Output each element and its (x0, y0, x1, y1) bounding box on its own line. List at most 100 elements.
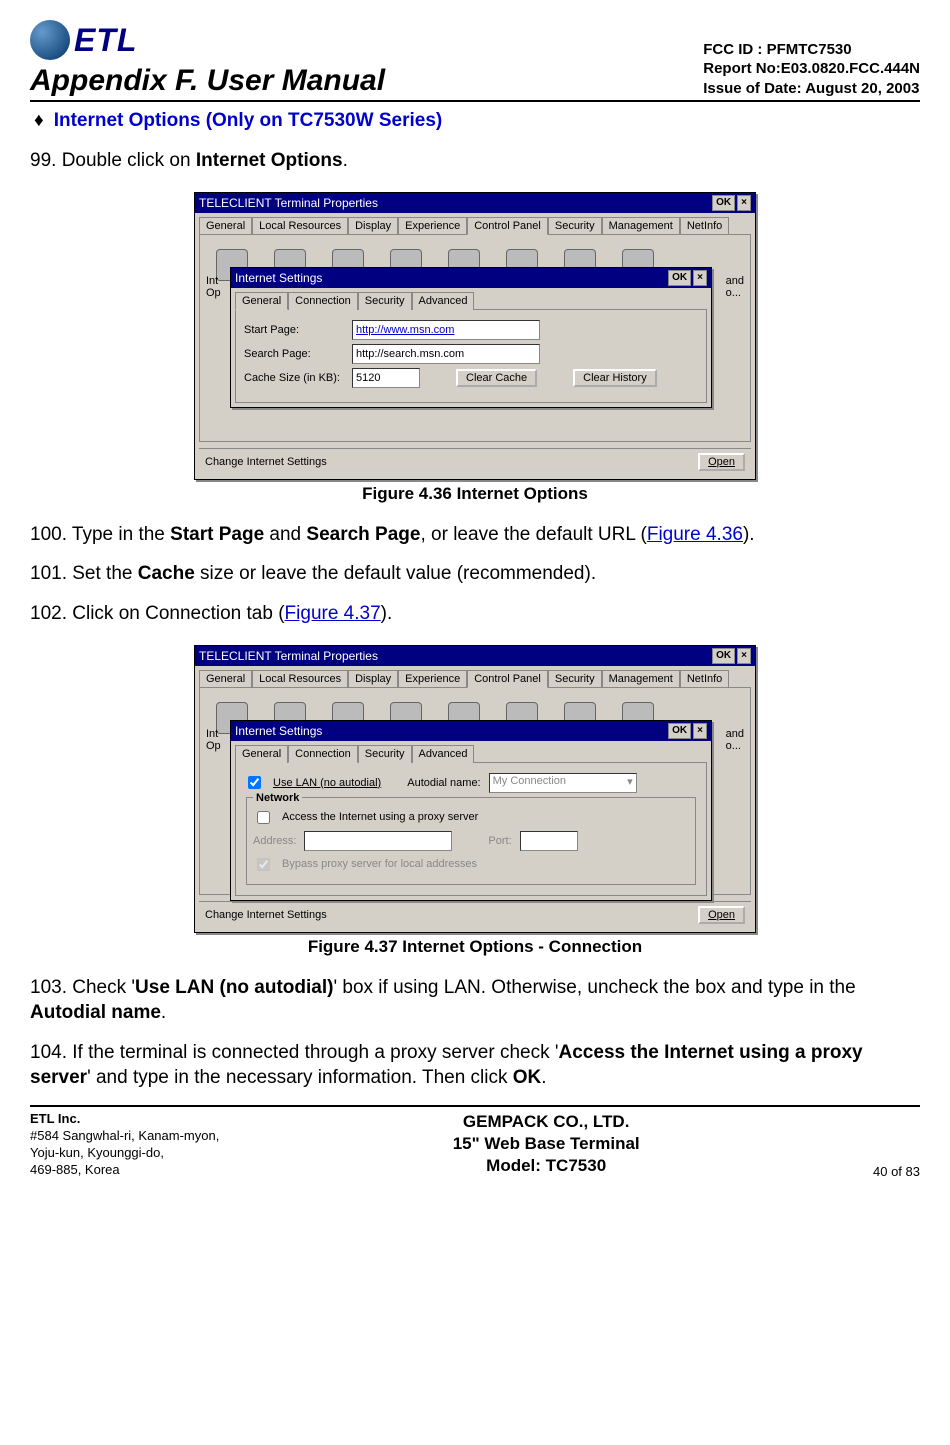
close-icon[interactable]: × (737, 195, 751, 211)
close-icon[interactable]: × (693, 723, 707, 739)
inner-titlebar: Internet Settings OK × (231, 721, 711, 741)
tab-security[interactable]: Security (548, 217, 602, 235)
tab-display[interactable]: Display (348, 670, 398, 688)
tab-control-panel[interactable]: Control Panel (467, 670, 548, 688)
step-104: 104. If the terminal is connected throug… (30, 1040, 920, 1091)
bypass-checkbox[interactable] (257, 858, 270, 871)
bullet-icon: ♦ (34, 110, 44, 131)
figure-4-37: TELECLIENT Terminal Properties OK × Gene… (194, 645, 756, 933)
inner-tabs: GeneralConnectionSecurityAdvanced (235, 745, 707, 763)
page-footer: ETL Inc. #584 Sangwhal-ri, Kanam-myon, Y… (30, 1105, 920, 1179)
footer-left: ETL Inc. #584 Sangwhal-ri, Kanam-myon, Y… (30, 1111, 219, 1179)
step-99: 99. Double click on Internet Options. (30, 148, 920, 174)
outer-tabs: GeneralLocal ResourcesDisplayExperienceC… (199, 217, 751, 235)
footer-center: GEMPACK CO., LTD. 15" Web Base Terminal … (453, 1111, 640, 1177)
report-no: Report No:E03.0820.FCC.444N (703, 59, 920, 79)
outer-title: TELECLIENT Terminal Properties (199, 196, 378, 210)
close-icon[interactable]: × (737, 648, 751, 664)
autodial-label: Autodial name: (407, 777, 480, 789)
tab-advanced[interactable]: Advanced (412, 745, 475, 763)
network-legend: Network (253, 792, 302, 804)
header-right: FCC ID : PFMTC7530 Report No:E03.0820.FC… (703, 40, 920, 99)
use-lan-checkbox[interactable] (248, 776, 261, 789)
page-header: ETL Appendix F. User Manual FCC ID : PFM… (30, 20, 920, 102)
outer-tabs: GeneralLocal ResourcesDisplayExperienceC… (199, 670, 751, 688)
logo: ETL (30, 20, 385, 60)
port-input[interactable] (520, 831, 578, 851)
address-input[interactable] (304, 831, 452, 851)
clear-cache-button[interactable]: Clear Cache (456, 369, 537, 387)
tab-netinfo[interactable]: NetInfo (680, 670, 729, 688)
start-page-label: Start Page: (244, 324, 344, 336)
open-button[interactable]: Open (698, 906, 745, 924)
step-100: 100. Type in the Start Page and Search P… (30, 522, 920, 548)
ok-button[interactable]: OK (712, 195, 735, 211)
start-page-input[interactable] (352, 320, 540, 340)
clear-history-button[interactable]: Clear History (573, 369, 657, 387)
tab-local-resources[interactable]: Local Resources (252, 217, 348, 235)
ok-button[interactable]: OK (668, 270, 691, 286)
inner-titlebar: Internet Settings OK × (231, 268, 711, 288)
header-left: ETL Appendix F. User Manual (30, 20, 385, 98)
proxy-label: Access the Internet using a proxy server (282, 811, 478, 823)
outer-title: TELECLIENT Terminal Properties (199, 649, 378, 663)
figure-4-37-caption: Figure 4.37 Internet Options - Connectio… (30, 937, 920, 957)
ok-button[interactable]: OK (712, 648, 735, 664)
fcc-id: FCC ID : PFMTC7530 (703, 40, 920, 60)
tab-connection[interactable]: Connection (288, 745, 358, 763)
tab-general[interactable]: General (199, 217, 252, 235)
status-bar: Change Internet Settings Open (199, 901, 751, 928)
tab-connection[interactable]: Connection (288, 292, 358, 310)
cache-label: Cache Size (in KB): (244, 372, 344, 384)
step-102: 102. Click on Connection tab (Figure 4.3… (30, 601, 920, 627)
step-103: 103. Check 'Use LAN (no autodial)' box i… (30, 975, 920, 1026)
clipped-text-right: and o... (726, 728, 744, 752)
tab-local-resources[interactable]: Local Resources (252, 670, 348, 688)
appendix-title: Appendix F. User Manual (30, 64, 385, 98)
outer-titlebar: TELECLIENT Terminal Properties OK × (195, 646, 755, 666)
figure-4-36: TELECLIENT Terminal Properties OK × Gene… (194, 192, 756, 480)
tab-general[interactable]: General (235, 745, 288, 763)
tab-management[interactable]: Management (602, 217, 680, 235)
tab-experience[interactable]: Experience (398, 217, 467, 235)
clipped-text-right: and o... (726, 275, 744, 299)
tab-security[interactable]: Security (358, 745, 412, 763)
tab-control-panel[interactable]: Control Panel (467, 217, 548, 235)
ok-button[interactable]: OK (668, 723, 691, 739)
proxy-checkbox[interactable] (257, 811, 270, 824)
globe-icon (30, 20, 70, 60)
issue-date: Issue of Date: August 20, 2003 (703, 79, 920, 99)
cache-input[interactable] (352, 368, 420, 388)
status-text: Change Internet Settings (205, 456, 327, 468)
section-heading: ♦Internet Options (Only on TC7530W Serie… (30, 110, 920, 132)
internet-settings-dialog: Internet Settings OK × GeneralConnection… (230, 720, 712, 901)
outer-panel: Int Op and o... Internet Settings OK × G… (199, 687, 751, 895)
clipped-text-left: Int Op (206, 728, 221, 752)
tab-general[interactable]: General (235, 292, 288, 310)
internet-settings-dialog: Internet Settings OK × GeneralConnection… (230, 267, 712, 408)
figure-4-36-caption: Figure 4.36 Internet Options (30, 484, 920, 504)
figure-link[interactable]: Figure 4.36 (647, 524, 743, 545)
open-button[interactable]: Open (698, 453, 745, 471)
tab-general[interactable]: General (199, 670, 252, 688)
step-101: 101. Set the Cache size or leave the def… (30, 561, 920, 587)
status-text: Change Internet Settings (205, 909, 327, 921)
tab-security[interactable]: Security (548, 670, 602, 688)
search-page-input[interactable] (352, 344, 540, 364)
inner-tabs: GeneralConnectionSecurityAdvanced (235, 292, 707, 310)
tab-netinfo[interactable]: NetInfo (680, 217, 729, 235)
use-lan-label: Use LAN (no autodial) (273, 777, 381, 789)
tab-display[interactable]: Display (348, 217, 398, 235)
figure-link[interactable]: Figure 4.37 (285, 603, 381, 624)
port-label: Port: (488, 835, 511, 847)
logo-text: ETL (74, 22, 137, 59)
autodial-combo[interactable]: My Connection▾ (489, 773, 637, 793)
tab-experience[interactable]: Experience (398, 670, 467, 688)
tab-management[interactable]: Management (602, 670, 680, 688)
inner-title: Internet Settings (235, 724, 322, 738)
page-number: 40 of 83 (873, 1164, 920, 1179)
close-icon[interactable]: × (693, 270, 707, 286)
tab-advanced[interactable]: Advanced (412, 292, 475, 310)
tab-security[interactable]: Security (358, 292, 412, 310)
outer-titlebar: TELECLIENT Terminal Properties OK × (195, 193, 755, 213)
